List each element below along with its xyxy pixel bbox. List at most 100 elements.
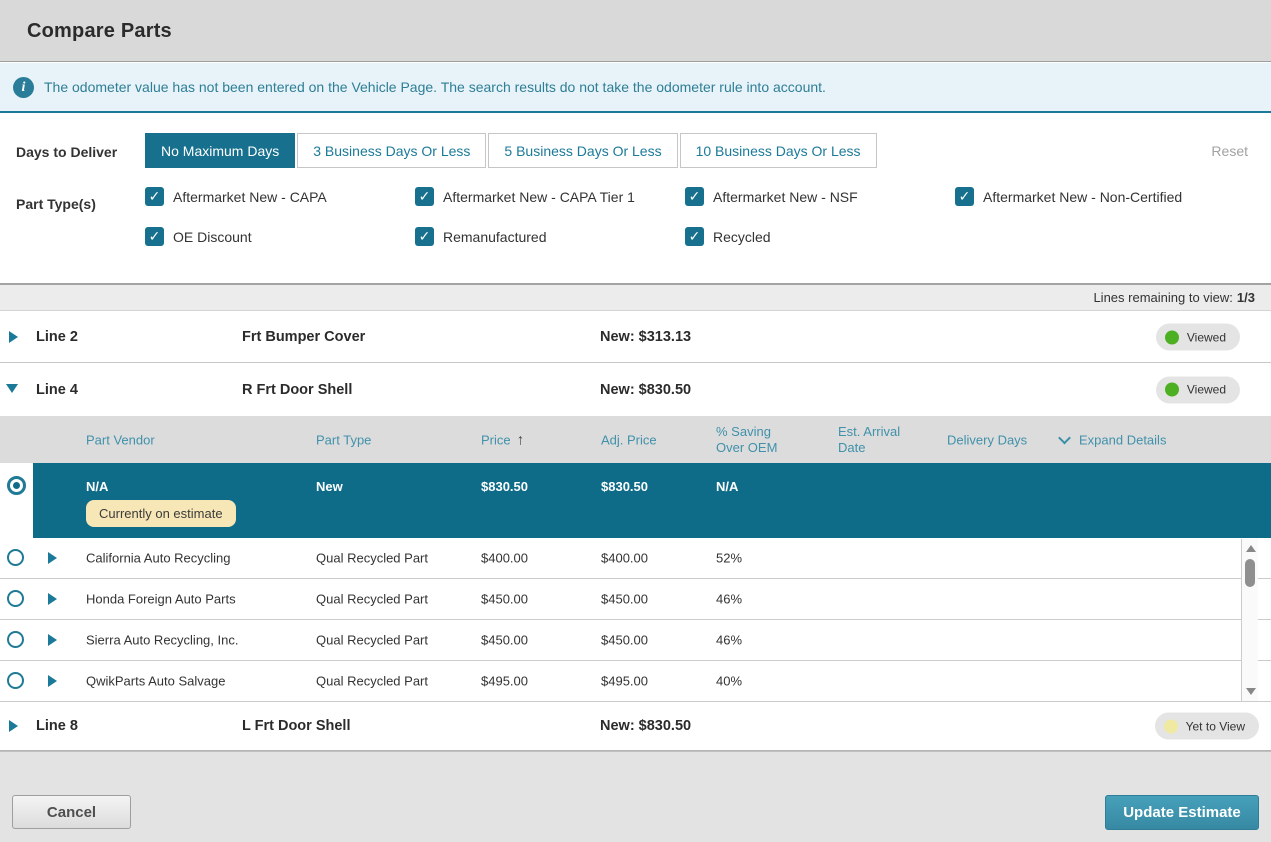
cell-adj-price: $400.00 [601,550,648,566]
checkbox-oe-discount[interactable]: ✓ OE Discount [145,227,415,246]
table-row-selected[interactable]: N/A New $830.50 $830.50 N/A Currently on… [0,463,1271,538]
column-header-est-arrival-date[interactable]: Est. Arrival Date [838,424,900,456]
arrival-header-line1: Est. Arrival [838,423,901,439]
column-header-part-type[interactable]: Part Type [316,432,372,447]
checkbox-aftermarket-nsf[interactable]: ✓ Aftermarket New - NSF [685,187,955,206]
radio-unselected[interactable] [7,590,24,607]
scroll-up-icon[interactable] [1246,545,1256,552]
cell-part-type: Qual Recycled Part [316,550,428,566]
lines-remaining-label: Lines remaining to view: [1093,290,1233,305]
line-row-4[interactable]: Line 4 R Frt Door Shell New: $830.50 Vie… [0,363,1271,416]
lines-remaining-bar: Lines remaining to view: 1/3 [0,283,1271,311]
column-header-adj-price[interactable]: Adj. Price [601,432,657,447]
filters-section: Days to Deliver No Maximum Days 3 Busine… [0,115,1271,283]
radio-unselected[interactable] [7,549,24,566]
arrival-header-line2: Date [838,439,866,455]
line-price: New: $830.50 [600,718,692,734]
status-badge-label: Yet to View [1185,719,1245,733]
update-estimate-button[interactable]: Update Estimate [1105,795,1259,830]
viewed-dot-icon [1164,382,1179,397]
reset-link[interactable]: Reset [1211,143,1248,159]
viewed-dot-icon [1164,330,1179,344]
checkbox-label: Aftermarket New - CAPA [173,188,327,205]
table-row[interactable]: Sierra Auto Recycling, Inc. Qual Recycle… [0,620,1271,661]
checked-checkbox-icon: ✓ [145,187,164,206]
cell-part-type: Qual Recycled Part [316,673,428,689]
checkbox-recycled[interactable]: ✓ Recycled [685,227,955,246]
column-header-part-vendor[interactable]: Part Vendor [86,432,155,447]
part-types-row-1: ✓ Aftermarket New - CAPA ✓ Aftermarket N… [145,187,1225,206]
price-header-label: Price [481,432,511,447]
checkbox-remanufactured[interactable]: ✓ Remanufactured [415,227,685,246]
radio-unselected[interactable] [7,672,24,689]
expand-arrow-icon[interactable] [48,552,57,564]
checked-checkbox-icon: ✓ [685,187,704,206]
expand-arrow-icon[interactable] [48,634,57,646]
expand-details-label: Expand Details [1079,432,1167,447]
column-header-price[interactable]: Price ↑ [481,431,524,448]
days-to-deliver-label: Days to Deliver [16,144,118,160]
column-header-delivery-days[interactable]: Delivery Days [947,432,1028,447]
cell-price: $495.00 [481,673,528,689]
sort-ascending-icon: ↑ [516,431,525,448]
collapse-arrow-icon[interactable] [6,383,18,393]
cell-adj-price: $450.00 [601,632,648,648]
status-badge-label: Viewed [1186,382,1226,397]
expand-arrow-icon[interactable] [48,593,57,605]
title-bar: Compare Parts [0,0,1271,62]
table-row[interactable]: California Auto Recycling Qual Recycled … [0,538,1271,579]
column-header-saving-over-oem[interactable]: % Saving Over OEM [716,424,777,456]
part-types-label: Part Type(s) [16,196,96,212]
scroll-down-icon[interactable] [1246,688,1256,695]
info-banner-text: The odometer value has not been entered … [44,79,826,95]
checkbox-label: Recycled [713,228,771,245]
table-row[interactable]: Honda Foreign Auto Parts Qual Recycled P… [0,579,1271,620]
status-badge-label: Viewed [1186,330,1226,344]
info-icon: i [13,77,34,98]
checkbox-aftermarket-capa[interactable]: ✓ Aftermarket New - CAPA [145,187,415,206]
table-row[interactable]: QwikParts Auto Salvage Qual Recycled Par… [0,661,1271,702]
status-badge-viewed: Viewed [1155,376,1240,403]
days-button-5-days[interactable]: 5 Business Days Or Less [488,133,678,168]
vertical-scrollbar[interactable] [1241,539,1258,701]
scrollbar-thumb[interactable] [1245,559,1255,587]
days-button-10-days[interactable]: 10 Business Days Or Less [679,133,877,168]
cell-price: $830.50 [481,479,528,494]
saving-header-line1: % Saving [716,423,771,439]
cell-part-type: New [316,479,343,494]
cell-adj-price: $450.00 [601,591,648,607]
checked-checkbox-icon: ✓ [145,227,164,246]
radio-unselected[interactable] [7,631,24,648]
cancel-button[interactable]: Cancel [12,795,131,829]
line-part-name: R Frt Door Shell [242,381,353,398]
yet-to-view-dot-icon [1163,719,1178,733]
expand-details-control[interactable]: Expand Details [1058,431,1167,447]
footer-bar: Cancel Update Estimate [0,751,1271,842]
line-part-name: L Frt Door Shell [242,718,351,734]
checked-checkbox-icon: ✓ [415,227,434,246]
line-row-8[interactable]: Line 8 L Frt Door Shell New: $830.50 Yet… [0,702,1271,751]
cell-adj-price: $495.00 [601,673,648,689]
days-button-no-maximum[interactable]: No Maximum Days [145,133,296,168]
cell-saving: 52% [716,550,743,566]
line-row-2[interactable]: Line 2 Frt Bumper Cover New: $313.13 Vie… [0,312,1271,363]
cell-vendor: QwikParts Auto Salvage [86,673,226,689]
expand-arrow-icon[interactable] [48,675,57,687]
lines-remaining-value: 1/3 [1236,290,1255,305]
checkbox-label: OE Discount [173,228,252,245]
checked-checkbox-icon: ✓ [415,187,434,206]
checkbox-label: Aftermarket New - Non-Certified [983,188,1183,205]
cell-saving: 40% [716,673,743,689]
page-title: Compare Parts [27,20,172,42]
line-price: New: $830.50 [600,381,692,398]
checkbox-aftermarket-capa-tier-1[interactable]: ✓ Aftermarket New - CAPA Tier 1 [415,187,685,206]
vendor-rows-scroll-area: California Auto Recycling Qual Recycled … [0,538,1271,702]
expand-arrow-icon[interactable] [9,720,18,732]
checked-checkbox-icon: ✓ [685,227,704,246]
days-button-3-days[interactable]: 3 Business Days Or Less [297,133,487,168]
info-banner: i The odometer value has not been entere… [0,63,1271,113]
cell-vendor: N/A [86,479,109,494]
radio-selected[interactable] [7,476,26,495]
expand-arrow-icon[interactable] [9,331,18,343]
checkbox-aftermarket-non-certified[interactable]: ✓ Aftermarket New - Non-Certified [955,187,1225,206]
